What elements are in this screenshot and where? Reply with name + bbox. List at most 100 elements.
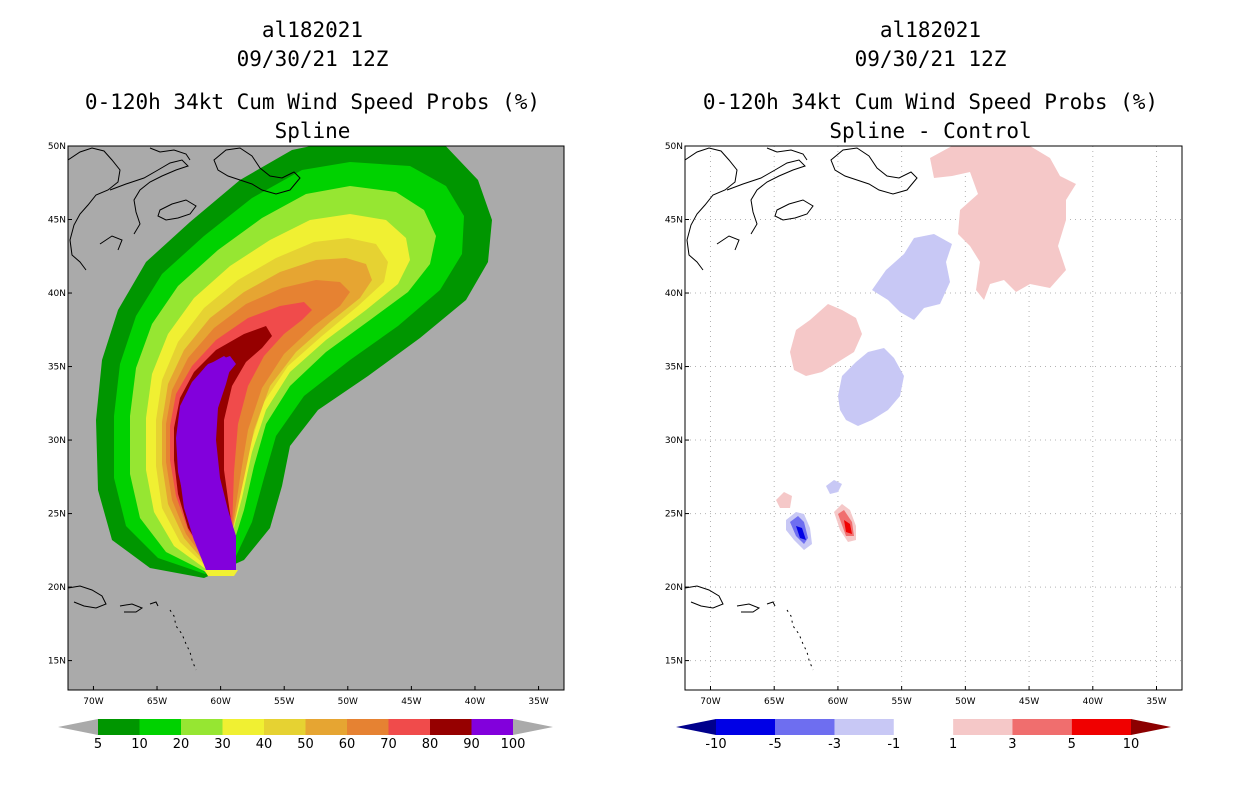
colorbar-label: 60	[339, 737, 356, 752]
probability-contours	[96, 146, 492, 578]
lon-label: 55W	[274, 697, 294, 707]
colorbar-label: -1	[887, 737, 900, 752]
right-subtitle: Spline - Control	[829, 119, 1032, 143]
lon-label: 60W	[210, 697, 230, 707]
colorbar-swatch	[139, 719, 181, 735]
colorbar-swatch	[893, 719, 954, 735]
lon-label: 40W	[465, 697, 485, 707]
lat-label: 20N	[48, 583, 66, 593]
colorbar-label: 80	[422, 737, 439, 752]
lat-label: 35N	[665, 363, 683, 373]
lon-label: 45W	[1019, 697, 1039, 707]
lat-label: 50N	[665, 142, 683, 152]
colorbar-label: -3	[828, 737, 841, 752]
colorbar-label: 20	[173, 737, 190, 752]
left-storm-id: al182021	[261, 18, 364, 42]
right-colorbar: -10 -5 -3 -1 1 3 5 10	[676, 719, 1171, 752]
lat-label: 25N	[665, 510, 683, 520]
colorbar-swatch	[222, 719, 264, 735]
colorbar-label: 5	[94, 737, 102, 752]
colorbar-swatch	[347, 719, 389, 735]
lat-label: 25N	[48, 510, 66, 520]
lon-label: 60W	[828, 697, 848, 707]
colorbar-under-triangle	[676, 719, 716, 735]
lon-label: 40W	[1083, 697, 1103, 707]
colorbar-label: 40	[256, 737, 273, 752]
lat-label: 30N	[48, 436, 66, 446]
lat-label: 35N	[48, 363, 66, 373]
left-product-title: 0-120h 34kt Cum Wind Speed Probs (%)	[84, 90, 541, 114]
right-map-background	[685, 146, 1182, 690]
left-map-frame	[67, 145, 565, 691]
colorbar-label: 100	[501, 737, 526, 752]
diff-neg-north	[872, 234, 952, 320]
lon-label: 45W	[401, 697, 421, 707]
colorbar-label: -5	[769, 737, 782, 752]
colorbar-swatch	[430, 719, 472, 735]
colorbar-swatch	[305, 719, 347, 735]
colorbar-under-triangle	[58, 719, 98, 735]
colorbar-swatch	[953, 719, 1013, 735]
diff-neg-cell-core	[796, 526, 806, 540]
diff-pos-small	[776, 492, 792, 508]
colorbar-swatch	[181, 719, 223, 735]
left-datetime: 09/30/21 12Z	[236, 47, 389, 71]
lat-label: 40N	[665, 289, 683, 299]
difference-contours	[776, 146, 1076, 550]
lat-label: 45N	[665, 216, 683, 226]
colorbar-label: 10	[1123, 737, 1140, 752]
lat-label: 50N	[48, 142, 66, 152]
lon-label: 50W	[955, 697, 975, 707]
right-map-frame	[684, 145, 1183, 691]
lat-label: 30N	[665, 436, 683, 446]
colorbar-label: -10	[705, 737, 726, 752]
colorbar-label: 30	[214, 737, 231, 752]
lat-label: 15N	[665, 657, 683, 667]
lat-label: 45N	[48, 216, 66, 226]
lon-label: 50W	[338, 697, 358, 707]
lon-label: 70W	[83, 697, 103, 707]
colorbar-label: 10	[131, 737, 148, 752]
diff-neg-mid	[838, 348, 904, 426]
diff-pos-ne	[930, 146, 1076, 300]
colorbar-over-triangle	[1131, 719, 1171, 735]
colorbar-swatch	[834, 719, 894, 735]
diff-pos-cell-core	[844, 520, 852, 534]
colorbar-label: 70	[380, 737, 397, 752]
colorbar-label: 5	[1068, 737, 1076, 752]
left-colorbar: 5 10 20 30 40 50 60 70 80 90 100	[58, 719, 553, 752]
lon-label: 70W	[700, 697, 720, 707]
diff-neg-small	[826, 480, 842, 494]
left-axes: 70W 65W 60W 55W 50W 45W 40W 35W 15N 20N 25N 30N 35N 4…	[48, 142, 549, 707]
lon-label: 35W	[1146, 697, 1166, 707]
lon-label: 35W	[528, 697, 548, 707]
colorbar-label: 50	[297, 737, 314, 752]
colorbar-label: 3	[1008, 737, 1016, 752]
colorbar-label: 90	[463, 737, 480, 752]
colorbar-swatch	[1012, 719, 1072, 735]
lon-label: 65W	[147, 697, 167, 707]
left-subtitle: Spline	[274, 119, 351, 143]
lat-label: 20N	[665, 583, 683, 593]
right-map	[685, 146, 1182, 690]
right-datetime: 09/30/21 12Z	[854, 47, 1007, 71]
colorbar-swatch	[775, 719, 835, 735]
colorbar-swatch	[471, 719, 513, 735]
lat-label: 40N	[48, 289, 66, 299]
colorbar-swatch	[98, 719, 140, 735]
right-axes: 70W 65W 60W 55W 50W 45W 40W 35W 15N 20N 25N 30N 35N 4…	[665, 142, 1167, 707]
diff-pos-mid	[790, 304, 862, 376]
colorbar-swatch	[716, 719, 776, 735]
left-map	[68, 146, 564, 690]
right-product-title: 0-120h 34kt Cum Wind Speed Probs (%)	[702, 90, 1159, 114]
lat-label: 15N	[48, 657, 66, 667]
lon-label: 55W	[891, 697, 911, 707]
colorbar-over-triangle	[513, 719, 553, 735]
right-storm-id: al182021	[879, 18, 982, 42]
contour-100	[178, 356, 236, 572]
lon-label: 65W	[764, 697, 784, 707]
colorbar-swatch	[1071, 719, 1131, 735]
colorbar-label: 1	[949, 737, 957, 752]
colorbar-swatch	[264, 719, 306, 735]
